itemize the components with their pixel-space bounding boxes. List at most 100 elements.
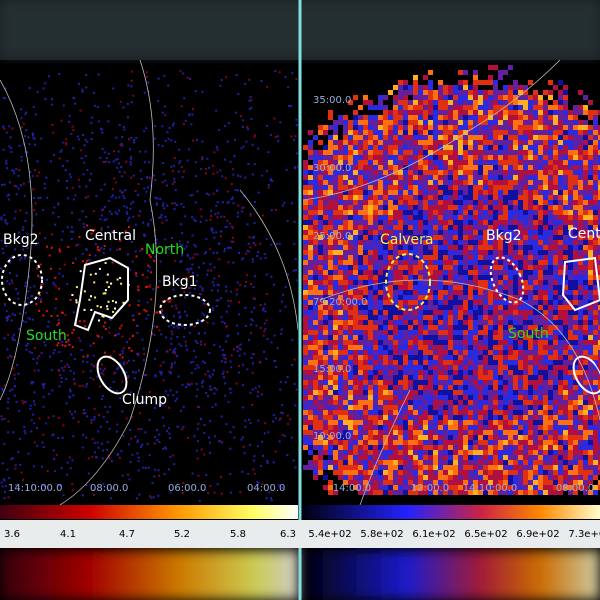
pixel [153, 407, 156, 409]
pixel [120, 142, 123, 145]
pixel [438, 175, 443, 180]
pixel [130, 391, 133, 394]
pixel [403, 130, 408, 135]
pixel [343, 155, 348, 160]
pixel [383, 245, 388, 250]
pixel [383, 275, 388, 280]
pixel [123, 128, 126, 131]
pixel [393, 450, 398, 455]
pixel [468, 110, 473, 115]
pixel [191, 472, 194, 475]
pixel [468, 325, 473, 330]
pixel [448, 425, 453, 430]
pixel [403, 390, 408, 395]
pixel [498, 155, 503, 160]
pixel [353, 365, 358, 370]
pixel [478, 455, 483, 460]
pixel [96, 441, 99, 444]
pixel [503, 210, 508, 215]
pixel [483, 465, 488, 470]
pixel [104, 405, 107, 408]
pixel [488, 300, 493, 305]
pixel [383, 380, 388, 385]
pixel [383, 255, 388, 260]
pixel [418, 425, 423, 430]
pixel [135, 272, 138, 275]
pixel [468, 195, 473, 200]
pixel [308, 365, 313, 370]
pixel [378, 210, 383, 215]
pixel [483, 105, 488, 110]
pixel [418, 255, 423, 260]
pixel [423, 390, 428, 395]
pixel [257, 251, 260, 254]
pixel [503, 480, 508, 485]
pixel [241, 206, 244, 209]
pixel [173, 208, 176, 211]
pixel [403, 265, 408, 270]
pixel [168, 406, 171, 409]
pixel [328, 480, 333, 485]
pixel [186, 159, 189, 162]
pixel [423, 300, 428, 305]
pixel [303, 315, 308, 320]
pixel [483, 110, 488, 115]
pixel [140, 428, 143, 430]
pixel [249, 96, 252, 99]
pixel [186, 383, 189, 386]
pixel [463, 340, 468, 345]
pixel [107, 286, 110, 288]
pixel [458, 80, 463, 85]
pixel [244, 425, 247, 428]
pixel [86, 224, 89, 227]
pixel [413, 235, 418, 240]
pixel [185, 386, 188, 388]
pixel [463, 305, 468, 310]
pixel [448, 460, 453, 465]
pixel [423, 365, 428, 370]
pixel [69, 369, 72, 372]
pixel [503, 290, 508, 295]
pixel [368, 140, 373, 145]
pixel [458, 260, 463, 265]
pixel [147, 269, 150, 272]
pixel [348, 255, 353, 260]
pixel [218, 242, 220, 245]
pixel [428, 410, 433, 415]
pixel [373, 120, 378, 125]
pixel [413, 485, 418, 490]
pixel [408, 295, 413, 300]
pixel [483, 155, 488, 160]
pixel [393, 325, 398, 330]
pixel [378, 310, 383, 315]
pixel [32, 134, 34, 137]
pixel [240, 258, 243, 261]
pixel [15, 185, 18, 188]
pixel [468, 340, 473, 345]
pixel [503, 260, 508, 265]
pixel [323, 220, 328, 225]
pixel [293, 358, 296, 361]
pixel [143, 401, 146, 404]
pixel [428, 305, 433, 310]
pixel [358, 490, 363, 495]
pixel [137, 354, 140, 357]
pixel [211, 406, 214, 409]
pixel [333, 250, 338, 255]
pixel [201, 381, 204, 384]
pixel [338, 120, 343, 125]
pixel [498, 445, 503, 450]
pixel [338, 170, 343, 175]
pixel [418, 290, 423, 295]
pixel [468, 160, 473, 165]
pixel [18, 328, 21, 331]
pixel [493, 80, 498, 85]
pixel [363, 440, 368, 445]
pixel [323, 130, 328, 135]
pixel [458, 385, 463, 390]
pixel [65, 138, 68, 141]
pixel [463, 220, 468, 225]
pixel [348, 205, 353, 210]
pixel [448, 280, 453, 285]
pixel [448, 145, 453, 150]
